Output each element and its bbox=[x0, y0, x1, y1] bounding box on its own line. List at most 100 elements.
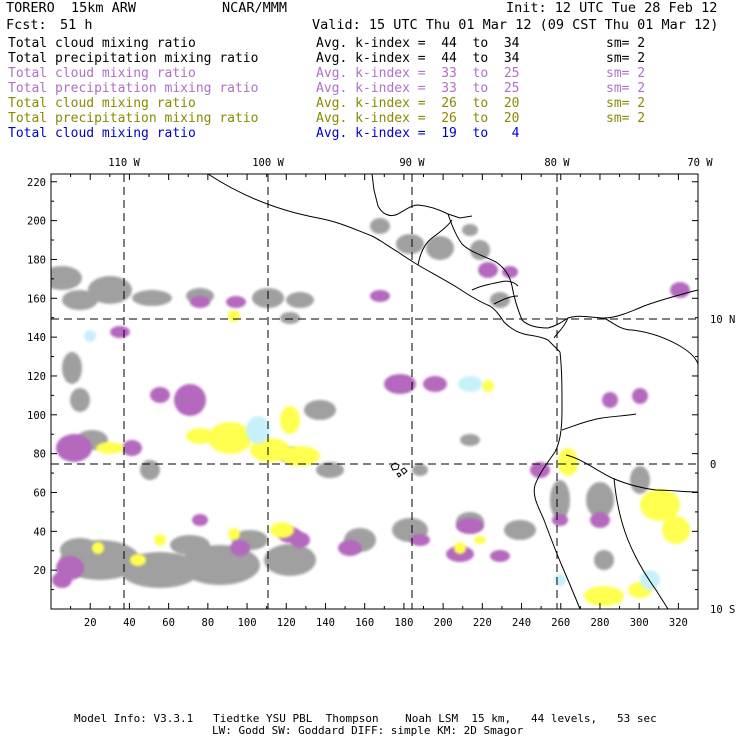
purple-cloud-blob bbox=[670, 282, 690, 298]
x-tick-label: 160 bbox=[355, 617, 374, 629]
coast-central-america-caribbean bbox=[447, 213, 698, 329]
y-tick-label: 80 bbox=[33, 449, 46, 461]
gray-cloud-blob bbox=[460, 434, 480, 446]
longitude-label: 90 W bbox=[399, 157, 425, 169]
legend-field: Total cloud mixing ratio bbox=[8, 36, 196, 51]
axis-ticks bbox=[51, 174, 698, 609]
y-tick-label: 40 bbox=[33, 526, 46, 538]
yellow-precip-blob bbox=[186, 428, 214, 444]
coastlines bbox=[207, 174, 698, 609]
gray-cloud-blob bbox=[286, 292, 314, 308]
border-panama-colombia bbox=[553, 317, 569, 339]
map-frame bbox=[50, 173, 699, 610]
galapagos-2 bbox=[400, 467, 408, 475]
gray-cloud-group bbox=[344, 466, 650, 570]
x-tick-label: 60 bbox=[162, 617, 175, 629]
x-tick-label: 40 bbox=[123, 617, 136, 629]
coast-mexico bbox=[207, 174, 419, 266]
y-tick-label: 120 bbox=[27, 371, 46, 383]
legend-smoothing: sm= 2 bbox=[606, 51, 646, 66]
legend-k-index: Avg. k-index = 44 to 34 bbox=[316, 51, 520, 66]
yellow-precip-blob bbox=[154, 534, 166, 546]
legend-field: Total precipitation mixing ratio bbox=[8, 81, 259, 96]
purple-cloud-blob bbox=[632, 388, 648, 404]
yellow-precip-blob bbox=[584, 586, 624, 606]
y-tick-label: 60 bbox=[33, 487, 46, 499]
gray-cloud-blob bbox=[88, 276, 132, 304]
gray-cloud-blob bbox=[396, 234, 424, 254]
purple-cloud-blob bbox=[602, 392, 618, 408]
y-tick-label: 20 bbox=[33, 565, 46, 577]
legend-k-index: Avg. k-index = 26 to 20 bbox=[316, 96, 520, 111]
yellow-cloud-group bbox=[92, 310, 494, 566]
x-tick-label: 260 bbox=[551, 617, 570, 629]
purple-cloud-blob bbox=[590, 512, 610, 528]
gray-cloud-blob bbox=[62, 290, 98, 310]
purple-cloud-group bbox=[52, 384, 362, 588]
x-tick-label: 140 bbox=[316, 617, 335, 629]
y-tick-label: 140 bbox=[27, 332, 46, 344]
x-tick-label: 20 bbox=[84, 617, 97, 629]
gray-cloud-blob bbox=[316, 462, 344, 478]
x-tick-label: 240 bbox=[512, 617, 531, 629]
purple-cloud-blob bbox=[384, 374, 416, 394]
x-tick-label: 120 bbox=[277, 617, 296, 629]
model-info: Model Info: V3.3.1 Tiedtke YSU PBL Thomp… bbox=[74, 712, 657, 725]
purple-cloud-blob bbox=[478, 262, 498, 278]
purple-cloud-blob bbox=[370, 290, 390, 302]
x-tick-label: 200 bbox=[434, 617, 453, 629]
yellow-precip-blob bbox=[640, 489, 680, 521]
gray-cloud-blob bbox=[280, 312, 300, 324]
yellow-precip-blob bbox=[558, 448, 578, 476]
lat-lon-grid bbox=[51, 174, 698, 609]
purple-cloud-blob bbox=[502, 266, 518, 278]
yellow-precip-blob bbox=[270, 522, 294, 538]
yellow-precip-blob bbox=[96, 442, 124, 454]
model-name: TORERO 15km ARW bbox=[6, 0, 137, 16]
legend-field: Total cloud mixing ratio bbox=[8, 126, 196, 141]
purple-cloud-blob bbox=[338, 540, 362, 556]
purple-cloud-group bbox=[384, 374, 610, 562]
yellow-precip-blob bbox=[662, 516, 690, 544]
border-nicaragua bbox=[493, 295, 519, 305]
legend-k-index: Avg. k-index = 44 to 34 bbox=[316, 36, 520, 51]
yellow-cloud-group bbox=[228, 448, 690, 606]
x-tick-label: 100 bbox=[238, 617, 257, 629]
axis-tick-labels: 20 40 60 80 100 120 140 160 180 200 220 240 260 280 30… bbox=[27, 177, 688, 629]
yellow-precip-blob bbox=[130, 554, 146, 566]
legend-k-index: Avg. k-index = 26 to 20 bbox=[316, 111, 520, 126]
purple-cloud-blob bbox=[552, 514, 568, 526]
legend-smoothing: sm= 2 bbox=[606, 66, 646, 81]
legend-k-index: Avg. k-index = 19 to 4 bbox=[316, 126, 520, 141]
valid-time: Valid: 15 UTC Thu 01 Mar 12 (09 CST Thu … bbox=[312, 17, 719, 33]
x-tick-label: 300 bbox=[630, 617, 649, 629]
yellow-precip-blob bbox=[454, 542, 466, 554]
gray-cloud-blob bbox=[51, 266, 82, 290]
gray-cloud-blob bbox=[470, 240, 490, 260]
purple-cloud-blob bbox=[174, 384, 206, 416]
gray-cloud-blob bbox=[132, 290, 172, 306]
forecast-hour: 51 h bbox=[60, 17, 93, 33]
longitude-labels: 110 W 100 W 90 W 80 W 70 W bbox=[108, 157, 713, 169]
x-tick-label: 80 bbox=[202, 617, 215, 629]
forecast-label: Fcst: bbox=[6, 17, 47, 33]
purple-cloud-blob bbox=[410, 534, 430, 546]
gray-cloud-blob bbox=[370, 218, 390, 234]
gray-cloud-blob bbox=[462, 224, 478, 236]
purple-cloud-blob bbox=[226, 296, 246, 308]
gray-cloud-blob bbox=[264, 544, 316, 576]
x-tick-label: 280 bbox=[590, 617, 609, 629]
center-name: NCAR/MMM bbox=[222, 0, 288, 16]
andes-border-2 bbox=[561, 413, 637, 431]
cyan-cloud-blob bbox=[84, 330, 96, 342]
gray-cloud-group bbox=[62, 234, 510, 480]
legend-field: Total precipitation mixing ratio bbox=[8, 111, 259, 126]
yellow-precip-blob bbox=[228, 310, 240, 322]
x-tick-label: 180 bbox=[394, 617, 413, 629]
legend-smoothing: sm= 2 bbox=[606, 96, 646, 111]
cloud-field-layer bbox=[51, 218, 690, 606]
gray-cloud-blob bbox=[140, 460, 160, 480]
coast-yucatan-gulf bbox=[371, 174, 473, 219]
yellow-precip-blob bbox=[482, 380, 494, 392]
gray-cloud-blob bbox=[412, 464, 428, 476]
